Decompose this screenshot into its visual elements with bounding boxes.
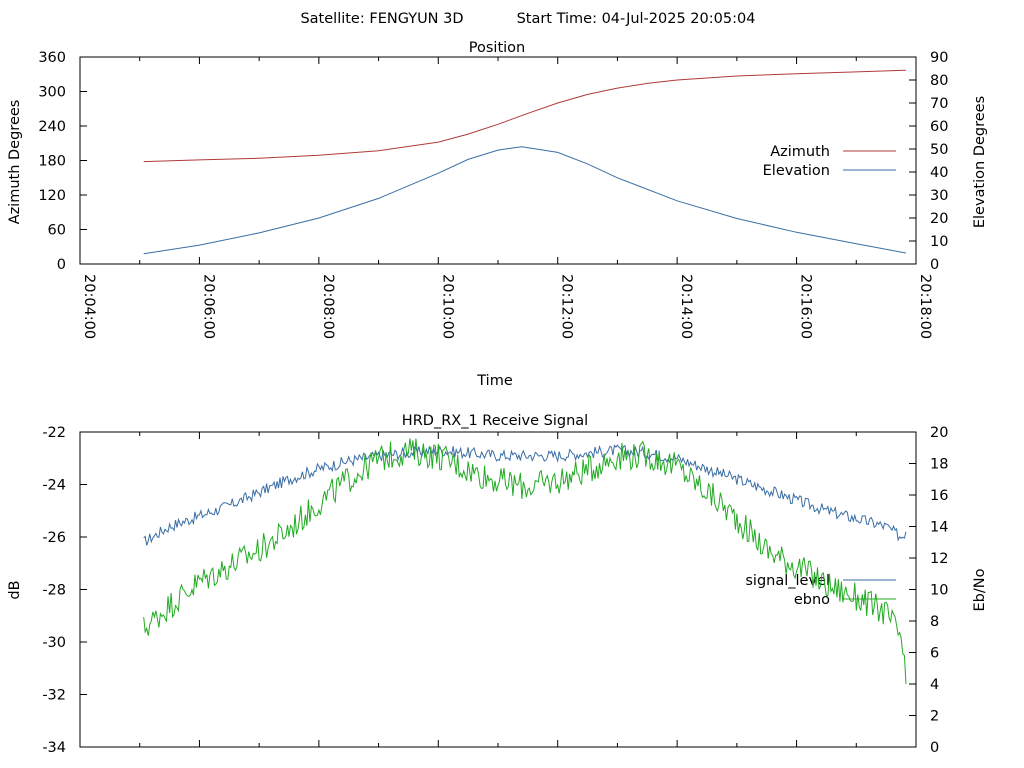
signal-y2tick-label: 14	[930, 520, 948, 536]
signal-ytick-label: -26	[42, 530, 66, 546]
position-y2tick-label: 70	[930, 96, 948, 112]
signal-ytick-label: -32	[42, 688, 66, 704]
position-ylabel: Azimuth Degrees	[7, 100, 23, 225]
signal-ytick-label: -24	[42, 478, 66, 494]
position-y2tick-label: 20	[930, 211, 948, 227]
position-ytick-label: 360	[38, 50, 66, 66]
position-frame	[79, 56, 917, 265]
signal-ylabel: dB	[7, 580, 23, 599]
signal-series-ebno	[143, 438, 907, 685]
signal-y2tick-label: 8	[930, 614, 939, 630]
signal-ytick-label: -34	[42, 740, 66, 756]
start-time-label: Start Time: 04-Jul-2025 20:05:04	[517, 11, 756, 27]
position-ytick-label: 0	[57, 257, 66, 273]
satellite-label: Satellite: FENGYUN 3D	[300, 11, 463, 27]
signal-y2tick-label: 16	[930, 488, 948, 504]
position-y2tick-label: 60	[930, 119, 948, 135]
position-ytick-label: 180	[38, 154, 66, 170]
signal-legend-label: ebno	[794, 592, 830, 608]
signal-series-signal_level	[143, 444, 907, 546]
position-xtick-label: 20:18:00	[917, 274, 933, 339]
position-ytick-label: 120	[38, 188, 66, 204]
position-ytick-label: 300	[38, 85, 66, 101]
signal-y2tick-label: 4	[930, 677, 939, 693]
signal-y2tick-label: 0	[930, 740, 939, 756]
signal-y2tick-label: 10	[930, 583, 948, 599]
position-xtick-label: 20:16:00	[798, 274, 814, 339]
position-y2label: Elevation Degrees	[972, 96, 988, 228]
position-y2tick-label: 40	[930, 165, 948, 181]
signal-ytick-label: -28	[42, 583, 66, 599]
position-legend-label: Elevation	[763, 163, 830, 179]
position-xtick-label: 20:04:00	[81, 274, 97, 339]
position-xtick-label: 20:14:00	[678, 274, 694, 339]
position-plot: 0 60 120 180 240 300 360 0 10 20 30 40 50 60 70 80 90 20:…	[38, 50, 948, 339]
signal-plot: -22 -24 -26 -28 -30 -32 -34 0 2 4 6 8 10 12 14 16 18 20 si…	[42, 425, 948, 756]
position-y2tick-label: 90	[930, 50, 948, 66]
signal-frame	[79, 431, 917, 748]
signal-y2tick-label: 2	[930, 709, 939, 725]
signal-y2label: Eb/No	[972, 568, 988, 611]
signal-y2tick-label: 18	[930, 457, 948, 473]
position-xtick-label: 20:12:00	[559, 274, 575, 339]
position-title: Position	[469, 40, 525, 56]
position-series-azimuth	[143, 69, 907, 163]
position-series-elevation	[143, 146, 907, 255]
position-y2tick-label: 10	[930, 234, 948, 250]
position-y2tick-label: 0	[930, 257, 939, 273]
position-xtick-label: 20:06:00	[200, 274, 216, 339]
signal-title: HRD_RX_1 Receive Signal	[402, 413, 588, 429]
position-y2tick-label: 80	[930, 73, 948, 89]
signal-legend-label: signal_level	[745, 573, 830, 589]
position-xlabel: Time	[476, 373, 513, 389]
signal-ytick-label: -22	[42, 425, 66, 441]
position-y2tick-label: 50	[930, 142, 948, 158]
position-legend-label: Azimuth	[770, 144, 830, 160]
position-ytick-label: 240	[38, 119, 66, 135]
position-y2tick-label: 30	[930, 188, 948, 204]
signal-ytick-label: -30	[42, 635, 66, 651]
signal-y2tick-label: 20	[930, 425, 948, 441]
signal-y2tick-label: 6	[930, 646, 939, 662]
position-xtick-label: 20:08:00	[320, 274, 336, 339]
position-ytick-label: 60	[48, 223, 66, 239]
position-xtick-label: 20:10:00	[439, 274, 455, 339]
signal-y2tick-label: 12	[930, 551, 948, 567]
